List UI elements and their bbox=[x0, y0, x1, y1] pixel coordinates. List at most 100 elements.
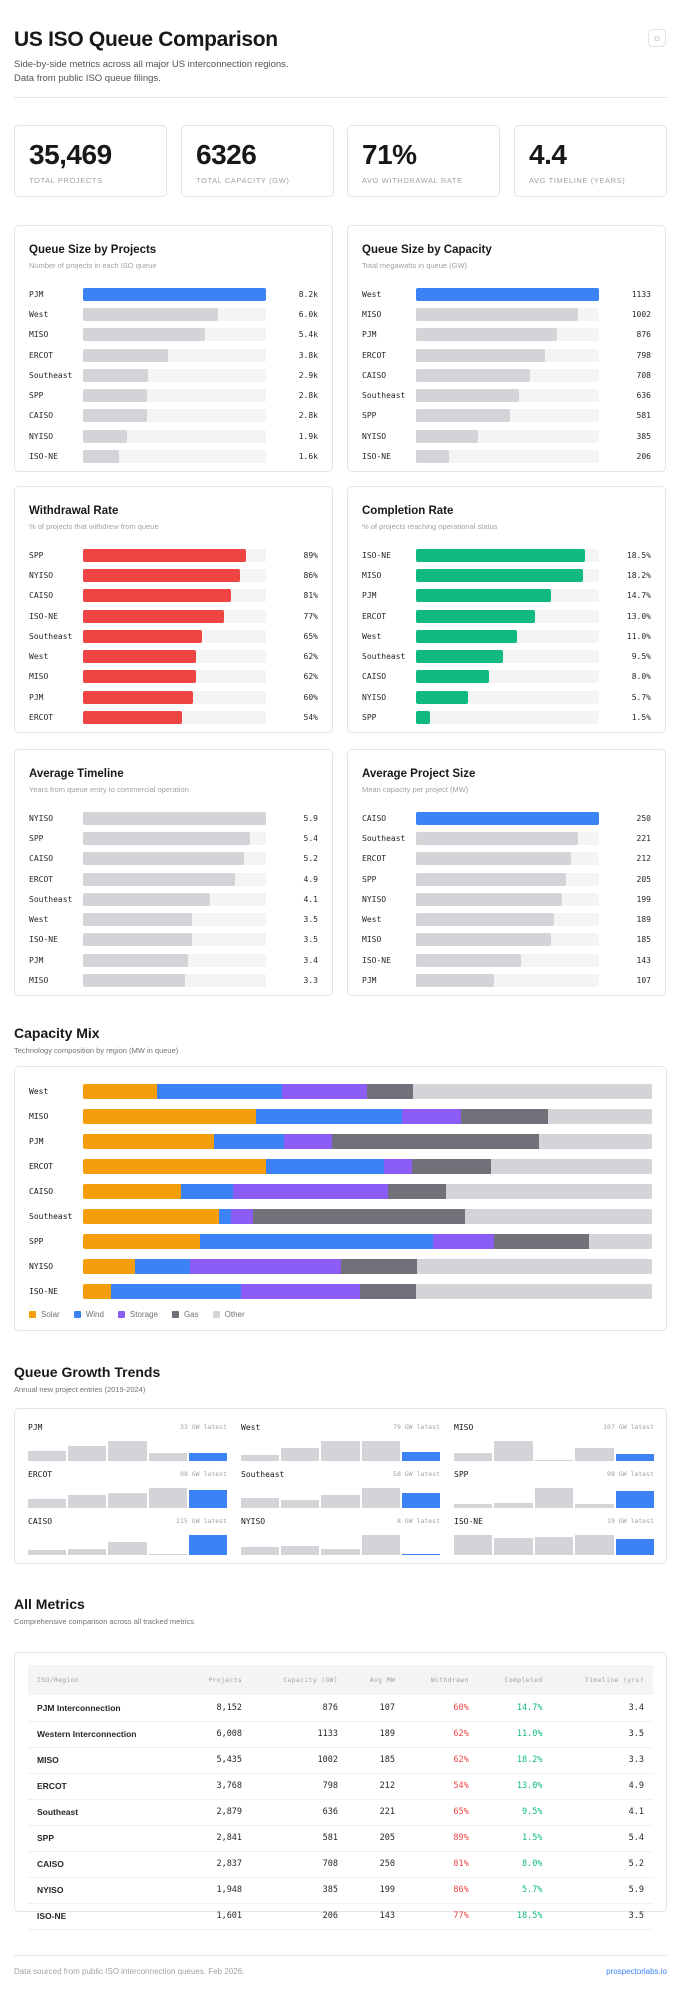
segment-solar bbox=[82, 1284, 112, 1299]
bar-label: NYISO bbox=[29, 813, 54, 823]
trend-bar bbox=[575, 1503, 614, 1508]
bar-value: 5.4k bbox=[298, 330, 318, 340]
bar-row: ERCOT 13.0% bbox=[362, 606, 651, 626]
table-cell: 3.3 bbox=[551, 1747, 653, 1774]
stat-label: Avg Timeline (Years) bbox=[529, 176, 626, 185]
segment-storage bbox=[432, 1234, 494, 1249]
trend-bar bbox=[188, 1489, 228, 1508]
legend-item: Solar bbox=[29, 1310, 60, 1319]
stacked-bar bbox=[82, 1084, 652, 1099]
bar-row: ERCOT 3.8k bbox=[29, 345, 318, 365]
bar-value: 11.0% bbox=[626, 631, 651, 641]
bar-row: ISO-NE 18.5% bbox=[362, 545, 651, 565]
trend-region: MISO bbox=[454, 1423, 474, 1432]
bar-track bbox=[416, 933, 599, 947]
table-cell: SPP bbox=[28, 1825, 183, 1852]
trend-bar bbox=[108, 1492, 147, 1508]
trend-bar bbox=[28, 1550, 67, 1555]
bar-value: 2.8k bbox=[298, 391, 318, 401]
bar-label: SPP bbox=[362, 713, 377, 723]
bar-track bbox=[83, 609, 266, 623]
bar-track bbox=[83, 368, 266, 382]
stat-card-total-capacity: 6326 Total Capacity (GW) bbox=[181, 125, 334, 197]
stat-card-total-projects: 35,469 Total Projects bbox=[14, 125, 167, 197]
stacked-bar bbox=[82, 1284, 652, 1299]
bar-value: 636 bbox=[636, 391, 651, 401]
segment-gas bbox=[360, 1284, 416, 1299]
bar bbox=[416, 831, 578, 845]
trend-bar bbox=[281, 1447, 320, 1461]
trend-header: NYISO 8 GW latest bbox=[241, 1517, 440, 1531]
column-header[interactable]: Timeline (yrs) bbox=[551, 1665, 653, 1695]
segment-gas bbox=[460, 1109, 548, 1124]
segment-storage bbox=[241, 1284, 360, 1299]
bar-value: 3.4 bbox=[303, 955, 318, 965]
column-header[interactable]: Capacity (GW) bbox=[251, 1665, 347, 1695]
segment-storage bbox=[232, 1184, 389, 1199]
bar bbox=[83, 872, 235, 886]
bar-label: ERCOT bbox=[29, 713, 54, 723]
segment-solar bbox=[82, 1234, 201, 1249]
column-header[interactable]: Completed bbox=[477, 1665, 552, 1695]
trend-bar bbox=[534, 1488, 574, 1508]
bar-label: NYISO bbox=[362, 431, 387, 441]
bar-chart-card: Average Timeline Years from queue entry t… bbox=[14, 749, 333, 996]
mix-label: NYISO bbox=[29, 1262, 54, 1271]
bar-label: CAISO bbox=[362, 370, 387, 380]
bar-track bbox=[416, 609, 599, 623]
bar-value: 189 bbox=[636, 915, 651, 925]
capacity-mix-title: Capacity Mix bbox=[14, 1025, 100, 1041]
trend-chart: Southeast 58 GW latest bbox=[241, 1470, 441, 1508]
bar bbox=[416, 450, 450, 464]
trend-bars bbox=[454, 1535, 655, 1555]
mix-row: West bbox=[29, 1079, 652, 1104]
legend-item: Wind bbox=[73, 1310, 104, 1319]
page-subtitle: Side-by-side metrics across all major US… bbox=[14, 58, 434, 86]
bar-track bbox=[416, 348, 599, 362]
bar-track bbox=[416, 287, 599, 301]
bar-value: 62% bbox=[303, 652, 318, 662]
table-cell: 62% bbox=[404, 1721, 478, 1748]
trend-bar bbox=[615, 1453, 655, 1461]
theme-toggle-button[interactable]: ☼ bbox=[648, 29, 666, 47]
column-header[interactable]: Avg MW bbox=[346, 1665, 405, 1695]
table-cell: 143 bbox=[346, 1903, 405, 1930]
segment-gas bbox=[412, 1159, 491, 1174]
column-header[interactable]: Withdrawn bbox=[404, 1665, 478, 1695]
table-cell: 250 bbox=[346, 1851, 405, 1878]
bar-value: 1002 bbox=[631, 309, 651, 319]
bar-label: PJM bbox=[29, 289, 44, 299]
stacked-bar bbox=[82, 1209, 652, 1224]
bar-track bbox=[83, 348, 266, 362]
column-header[interactable]: Projects bbox=[182, 1665, 252, 1695]
table-cell: NYISO bbox=[28, 1877, 183, 1904]
bar-track bbox=[416, 690, 599, 704]
bar-row: MISO 18.2% bbox=[362, 565, 651, 585]
bar-value: 107 bbox=[636, 976, 651, 986]
mix-label: ISO-NE bbox=[29, 1287, 58, 1296]
bar-track bbox=[83, 811, 266, 825]
table-row: Western Interconnection 6,008 1133 189 62% 11… bbox=[28, 1721, 653, 1748]
mix-row: MISO bbox=[29, 1104, 652, 1129]
bar-row: PJM 8.2k bbox=[29, 284, 318, 304]
bar-value: 876 bbox=[636, 330, 651, 340]
bar-track bbox=[83, 629, 266, 643]
segment-gas bbox=[367, 1084, 413, 1099]
bar-label: MISO bbox=[362, 935, 382, 945]
table-cell: 212 bbox=[346, 1773, 405, 1800]
bar-track bbox=[83, 450, 266, 464]
trend-bars bbox=[454, 1488, 655, 1508]
bar-value: 2.8k bbox=[298, 411, 318, 421]
footer-link[interactable]: prospectorlabs.io bbox=[606, 1967, 667, 1976]
bar-label: CAISO bbox=[29, 591, 54, 601]
bar-label: NYISO bbox=[362, 692, 387, 702]
mix-label: West bbox=[29, 1087, 49, 1096]
bar-track bbox=[83, 892, 266, 906]
table-cell: Western Interconnection bbox=[28, 1721, 183, 1748]
bar-rows: CAISO 250 Southeast 221 ERCOT 212 SPP 205 NYISO 1… bbox=[362, 808, 651, 991]
bar-rows: NYISO 5.9 SPP 5.4 CAISO 5.2 ERCOT 4.9 Southeast 4… bbox=[29, 808, 318, 991]
column-header[interactable]: ISO/Region bbox=[28, 1665, 183, 1695]
trend-bar bbox=[148, 1553, 187, 1555]
table-cell: 6,008 bbox=[182, 1721, 252, 1748]
bar bbox=[83, 831, 251, 845]
